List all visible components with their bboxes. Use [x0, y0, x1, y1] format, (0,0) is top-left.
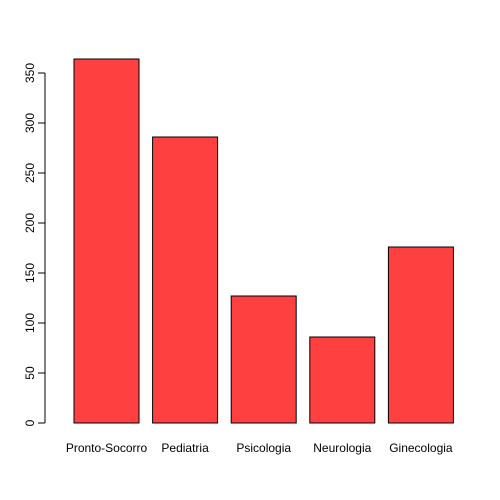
- x-category-label: Neurologia: [313, 441, 371, 455]
- x-category-label: Ginecologia: [389, 441, 453, 455]
- bar-pronto-socorro: [73, 58, 140, 424]
- y-tick-label: 250: [23, 163, 37, 183]
- bar-ginecologia: [387, 246, 454, 424]
- y-axis: 0 50 100 150 200 250 300 350: [23, 63, 46, 426]
- y-tick-label: 100: [23, 313, 37, 333]
- x-category-label: Pronto-Socorro: [66, 441, 148, 455]
- y-tick-label: 0: [23, 419, 37, 426]
- bars: [73, 58, 454, 424]
- y-tick-label: 300: [23, 113, 37, 133]
- bar-neurologia: [309, 336, 376, 424]
- x-category-label: Pediatria: [161, 441, 209, 455]
- y-tick-label: 150: [23, 263, 37, 283]
- y-tick-label: 50: [23, 366, 37, 380]
- y-tick-label: 350: [23, 63, 37, 83]
- x-category-label: Psicologia: [236, 441, 291, 455]
- y-tick-label: 200: [23, 213, 37, 233]
- bar-pediatria: [152, 136, 219, 424]
- x-axis-labels: Pronto-Socorro Pediatria Psicologia Neurolo…: [66, 441, 453, 455]
- bar-psicologia: [230, 295, 297, 424]
